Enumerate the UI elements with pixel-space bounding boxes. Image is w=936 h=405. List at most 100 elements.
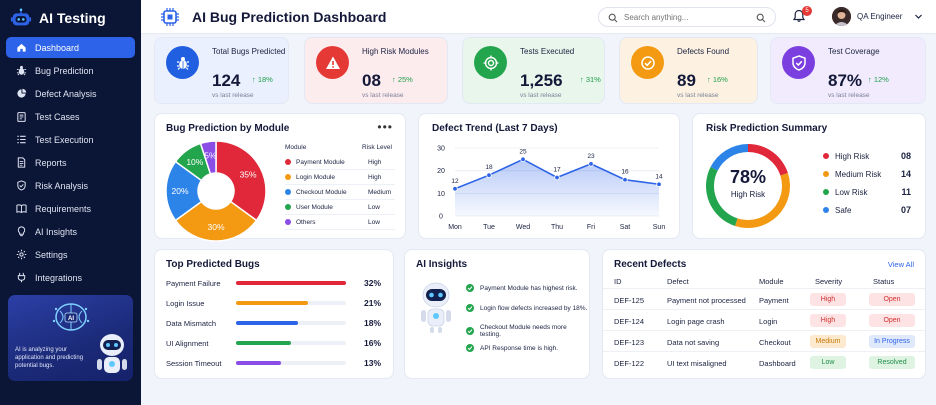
trend-point[interactable] <box>656 181 662 187</box>
search-submit-icon[interactable] <box>756 13 766 23</box>
col-defect: Defect <box>667 277 689 286</box>
search-icon <box>608 13 618 23</box>
search-input[interactable] <box>624 11 744 24</box>
sidebar-item-label: Requirements <box>35 203 92 214</box>
stat-icon-badge <box>782 46 815 79</box>
bug-row[interactable]: Payment Failure 32% <box>166 277 381 289</box>
sidebar-item-bug-prediction[interactable]: Bug Prediction <box>6 60 135 81</box>
module-risk: Medium <box>368 188 392 196</box>
trend-point[interactable] <box>486 172 492 178</box>
sidebar-item-test-execution[interactable]: Test Execution <box>6 129 135 150</box>
bell-icon[interactable] <box>792 9 806 23</box>
table-row[interactable]: DEF-122 UI text misaligned Dashboard Low Res… <box>603 351 925 373</box>
bug-row[interactable]: UI Alignment 16% <box>166 337 381 349</box>
trend-point-label: 25 <box>519 148 527 155</box>
donut-slice-payment-module[interactable] <box>215 140 267 222</box>
risk-slice-safe[interactable] <box>710 144 748 171</box>
risk-label: Low Risk <box>835 187 868 197</box>
module-name: Others <box>296 218 316 226</box>
module-row[interactable]: Others Low <box>285 215 395 230</box>
y-tick-label: 10 <box>437 191 445 198</box>
x-tick-label: Sun <box>653 224 666 231</box>
risk-slice-low-risk[interactable] <box>706 166 738 226</box>
legend-dot <box>823 171 829 177</box>
bugs-panel-title: Top Predicted Bugs <box>166 259 260 270</box>
page-title: AI Bug Prediction Dashboard <box>192 9 387 25</box>
view-all-link[interactable]: View All <box>887 260 914 269</box>
arrow-up-icon: ↑ <box>868 75 874 84</box>
bug-percent: 13% <box>363 358 381 368</box>
more-options-icon[interactable]: ••• <box>377 120 393 134</box>
module-row[interactable]: Login Module High <box>285 170 395 185</box>
donut-slice-others[interactable] <box>199 140 217 175</box>
stat-card-tests-executed[interactable]: Tests Executed 1,256 ↑ 31% vs last release <box>462 37 605 104</box>
stat-label: Tests Executed <box>520 47 575 56</box>
trend-point[interactable] <box>554 174 560 181</box>
target-icon <box>483 55 498 70</box>
sidebar-item-integrations[interactable]: Integrations <box>6 267 135 288</box>
stat-card-high-risk-modules[interactable]: High Risk Modules 08 ↑ 25% vs last release <box>304 37 448 104</box>
defect-module: Payment <box>759 296 789 305</box>
table-row[interactable]: DEF-125 Payment not processed Payment High O… <box>603 288 925 310</box>
user-name[interactable]: QA Engineer <box>857 12 903 21</box>
module-row[interactable]: Payment Module High <box>285 155 395 170</box>
trend-point[interactable] <box>520 156 526 163</box>
clipboard-icon <box>17 112 26 122</box>
risk-row-high-risk[interactable]: High Risk 08 <box>823 148 911 164</box>
sidebar-item-requirements[interactable]: Requirements <box>6 198 135 219</box>
sidebar-item-ai-insights[interactable]: AI Insights <box>6 221 135 242</box>
ai-promo-card: AI AI is analyzing your application and … <box>8 295 133 381</box>
defect-title: Login page crash <box>667 317 725 326</box>
chevron-down-icon[interactable] <box>914 12 923 21</box>
sidebar-item-dashboard[interactable]: Dashboard <box>6 37 135 58</box>
risk-slice-high-risk[interactable] <box>748 144 788 176</box>
stat-card-test-coverage[interactable]: Test Coverage 87% ↑ 12% vs last release <box>770 37 926 104</box>
sidebar-item-test-cases[interactable]: Test Cases <box>6 106 135 127</box>
trend-point[interactable] <box>622 177 628 183</box>
risk-row-medium-risk[interactable]: Medium Risk 14 <box>823 166 911 182</box>
sidebar-item-risk-analysis[interactable]: Risk Analysis <box>6 175 135 196</box>
module-risk: Low <box>368 218 380 226</box>
check-icon <box>466 327 474 335</box>
brand[interactable]: AI Testing <box>10 6 106 30</box>
stat-card-defects-found[interactable]: Defects Found 89 ↑ 16% vs last release <box>619 37 758 104</box>
sidebar-item-settings[interactable]: Settings <box>6 244 135 265</box>
ai-brain-icon: AI <box>52 303 90 331</box>
trend-point-label: 16 <box>621 169 629 176</box>
plug-icon <box>17 272 26 283</box>
trend-point[interactable] <box>452 186 458 192</box>
legend-dot <box>285 189 291 195</box>
risk-row-low-risk[interactable]: Low Risk 11 <box>823 184 911 200</box>
risk-value: 11 <box>901 187 911 197</box>
stat-delta: ↑ 16% <box>707 75 728 84</box>
insight-item: API Response time is high. <box>466 344 558 352</box>
risk-slice-medium-risk[interactable] <box>735 173 790 228</box>
stat-card-total-bugs-predicted[interactable]: Total Bugs Predicted 124 ↑ 18% vs last rele… <box>154 37 289 104</box>
x-tick-label: Sat <box>620 224 631 231</box>
table-row[interactable]: DEF-124 Login page crash Login High Open <box>603 309 925 331</box>
risk-row-safe[interactable]: Safe 07 <box>823 202 911 218</box>
trend-panel: Defect Trend (Last 7 Days) 0 10 20 30 12 Mon 1… <box>418 113 680 239</box>
stat-icon-badge <box>166 46 199 79</box>
insights-panel-title: AI Insights <box>416 259 468 270</box>
trend-point[interactable] <box>588 161 594 167</box>
risk-center-label: High Risk <box>730 190 766 199</box>
sidebar-item-defect-analysis[interactable]: Defect Analysis <box>6 83 135 104</box>
sidebar-item-reports[interactable]: Reports <box>6 152 135 173</box>
defects-panel: Recent Defects View All ID Defect Module… <box>602 249 926 379</box>
status-badge: Resolved <box>869 356 915 369</box>
bug-row[interactable]: Login Issue 21% <box>166 297 381 309</box>
bug-bar-track <box>236 321 346 325</box>
table-row[interactable]: DEF-123 Data not saving Checkout Medium In P… <box>603 330 925 352</box>
search-box[interactable] <box>598 7 776 27</box>
bug-row[interactable]: Session Timeout 13% <box>166 357 381 369</box>
module-name: Login Module <box>296 173 336 181</box>
donut-slice-login-module[interactable] <box>174 200 258 242</box>
stat-icon-badge <box>631 46 664 79</box>
stat-icon-badge <box>474 46 507 79</box>
severity-badge: High <box>810 314 846 327</box>
module-row[interactable]: Checkout Module Medium <box>285 185 395 200</box>
module-row[interactable]: User Module Low <box>285 200 395 215</box>
bug-row[interactable]: Data Mismatch 18% <box>166 317 381 329</box>
avatar[interactable] <box>832 7 851 26</box>
